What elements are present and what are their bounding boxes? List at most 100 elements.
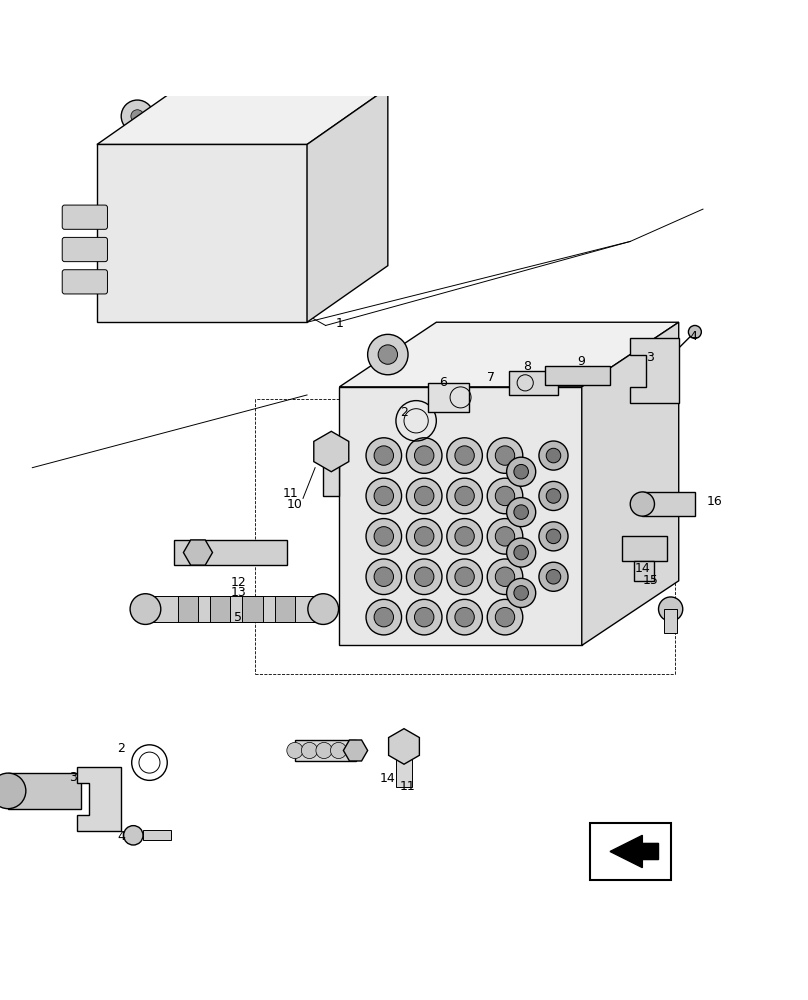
Circle shape: [415, 607, 434, 627]
Circle shape: [487, 599, 523, 635]
Text: 8: 8: [523, 360, 531, 373]
Text: 15: 15: [642, 574, 659, 587]
Text: 12: 12: [230, 576, 246, 589]
Circle shape: [406, 599, 442, 635]
Circle shape: [374, 486, 393, 506]
Bar: [396, 759, 412, 787]
Circle shape: [487, 559, 523, 595]
Bar: [590, 823, 671, 880]
Circle shape: [495, 567, 515, 586]
Circle shape: [366, 478, 402, 514]
Text: 6: 6: [439, 376, 447, 389]
Circle shape: [495, 486, 515, 506]
Circle shape: [366, 519, 402, 554]
Bar: [509, 371, 558, 395]
Text: 4: 4: [689, 330, 697, 343]
Text: 2: 2: [117, 742, 125, 755]
Circle shape: [539, 522, 568, 551]
Circle shape: [514, 545, 528, 560]
Polygon shape: [77, 767, 121, 831]
Circle shape: [447, 599, 482, 635]
Text: 1: 1: [335, 317, 343, 330]
Bar: [642, 492, 695, 516]
Text: 7: 7: [487, 371, 495, 384]
Circle shape: [133, 204, 158, 230]
Circle shape: [659, 597, 683, 621]
Bar: [428, 383, 469, 412]
Polygon shape: [582, 322, 679, 645]
Circle shape: [131, 110, 144, 123]
FancyBboxPatch shape: [62, 205, 107, 229]
Circle shape: [197, 229, 223, 254]
Circle shape: [236, 259, 249, 272]
Text: 11: 11: [283, 487, 298, 500]
Bar: [275, 596, 295, 622]
Circle shape: [495, 607, 515, 627]
Polygon shape: [389, 729, 419, 764]
Circle shape: [507, 457, 536, 486]
Circle shape: [204, 235, 217, 248]
Polygon shape: [610, 835, 659, 868]
Circle shape: [197, 204, 223, 230]
Bar: [622, 536, 667, 561]
Circle shape: [171, 259, 184, 272]
Circle shape: [406, 519, 442, 554]
Bar: [634, 561, 654, 581]
Circle shape: [507, 578, 536, 607]
Circle shape: [130, 594, 161, 624]
Polygon shape: [343, 740, 368, 761]
Circle shape: [301, 742, 318, 759]
Circle shape: [229, 204, 255, 230]
Circle shape: [366, 559, 402, 595]
Circle shape: [204, 259, 217, 272]
Circle shape: [514, 586, 528, 600]
Circle shape: [514, 464, 528, 479]
Circle shape: [171, 211, 184, 224]
Bar: [8, 773, 81, 809]
Circle shape: [197, 253, 223, 279]
Circle shape: [229, 253, 255, 279]
Text: 2: 2: [400, 406, 408, 419]
Circle shape: [495, 527, 515, 546]
Circle shape: [165, 229, 191, 254]
Circle shape: [688, 325, 701, 338]
Bar: [242, 596, 263, 622]
Circle shape: [236, 235, 249, 248]
Circle shape: [139, 186, 152, 199]
Circle shape: [374, 527, 393, 546]
Circle shape: [455, 607, 474, 627]
Text: 14: 14: [634, 562, 650, 575]
Circle shape: [630, 492, 654, 516]
Circle shape: [455, 527, 474, 546]
Circle shape: [406, 559, 442, 595]
Bar: [145, 596, 323, 622]
Text: 10: 10: [287, 498, 303, 511]
Circle shape: [374, 446, 393, 465]
Bar: [295, 740, 356, 761]
Polygon shape: [630, 338, 679, 403]
Circle shape: [539, 481, 568, 511]
Circle shape: [236, 211, 249, 224]
Circle shape: [539, 562, 568, 591]
Circle shape: [197, 180, 223, 206]
Bar: [174, 540, 287, 565]
Bar: [323, 452, 339, 496]
Polygon shape: [97, 88, 388, 144]
Text: 9: 9: [578, 355, 586, 368]
Circle shape: [139, 211, 152, 224]
Text: 14: 14: [380, 772, 395, 785]
Circle shape: [495, 446, 515, 465]
Circle shape: [447, 559, 482, 595]
Circle shape: [374, 607, 393, 627]
Polygon shape: [307, 88, 388, 322]
Circle shape: [455, 446, 474, 465]
Circle shape: [455, 486, 474, 506]
Circle shape: [133, 229, 158, 254]
Polygon shape: [97, 144, 307, 322]
Circle shape: [507, 538, 536, 567]
Circle shape: [415, 486, 434, 506]
Circle shape: [447, 478, 482, 514]
Circle shape: [124, 826, 143, 845]
Circle shape: [546, 529, 561, 544]
Circle shape: [487, 519, 523, 554]
